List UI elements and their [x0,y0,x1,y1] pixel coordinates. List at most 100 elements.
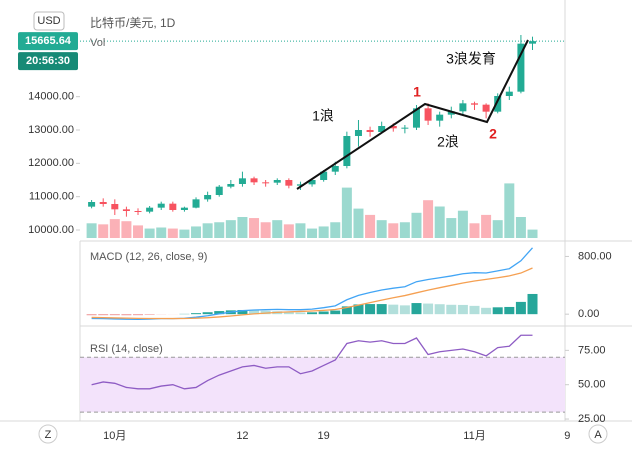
last-price-label: 15665.64 [25,35,72,47]
histogram-bar [133,314,144,316]
volume-bar [167,228,178,238]
histogram-bar [515,301,526,315]
candle-body [459,103,467,112]
candle-body [517,43,525,92]
candle-body [99,202,107,204]
candle-body [529,41,537,44]
wave-line [296,39,529,190]
currency[interactable]: USD [37,15,60,27]
volume-bar [330,222,341,238]
y-tick-label: 50.00 [578,379,606,391]
histogram-bar [98,314,109,316]
histogram-bar [295,312,306,315]
y-tick-label: 75.00 [578,344,606,356]
volume-bar [121,221,132,238]
volume-bar [365,214,376,238]
candle-body [204,195,212,200]
candle-body [134,211,142,212]
histogram-bar [457,304,468,315]
volume-bar [144,228,155,238]
panel-title: RSI (14, close) [90,343,163,355]
histogram-bar [330,310,341,315]
candle-body [436,114,444,121]
volume-bar [272,220,283,238]
candle-body [88,202,96,207]
candle-body [320,171,328,180]
y-tick-label: 800.00 [578,250,612,262]
volume-bar [295,223,306,238]
rsi-line [91,334,533,390]
candle-body [482,104,490,112]
panel-title: MACD (12, 26, close, 9) [90,251,207,263]
volume-bar [411,212,422,238]
footer-left[interactable]: Z [45,429,52,441]
volume-bar [98,224,109,238]
volume-bar [515,217,526,238]
x-tick-label: 9 [564,430,570,442]
volume-bar [109,219,120,238]
volume-bar [249,218,260,238]
volume-bar [481,214,492,238]
candle-body [250,178,258,183]
annotation: 1浪 [312,108,334,124]
volume-bar [202,223,213,238]
volume-bar [307,228,318,238]
volume-bar [260,222,271,238]
candle-body [424,108,432,121]
candle-body [238,178,246,184]
volume-bar [434,206,445,238]
currency-button[interactable] [33,11,65,31]
button[interactable] [38,424,58,444]
y-tick-label: 10000.00 [28,224,74,236]
histogram-bar [365,304,376,315]
button[interactable] [588,424,608,444]
histogram-bar [214,311,225,315]
candle-body [215,186,223,195]
volume-bar [353,208,364,238]
histogram-bar [341,306,352,315]
candle-body [180,207,188,210]
volume-bar [86,223,97,238]
histogram-bar [434,304,445,315]
candle-body [273,180,281,183]
annotation: 1 [413,84,421,100]
histogram-bar [121,314,132,316]
x-tick-label: 19 [318,430,330,442]
histogram-bar [399,305,410,315]
annotation: 3浪发育 [446,51,496,67]
histogram-bar [249,310,260,315]
histogram-bar [446,304,457,315]
histogram-bar [492,307,503,315]
candle-body [296,184,304,186]
candle-body [331,166,339,172]
volume-bar [341,187,352,238]
histogram-bar [318,311,329,315]
y-tick-label: 13000.00 [28,124,74,136]
candle-body [192,199,200,208]
candle-body [122,209,130,211]
histogram-bar [191,313,202,315]
candle-body [505,91,513,96]
macd-line [91,267,533,320]
footer-right[interactable]: A [594,429,602,441]
candle-body [285,180,293,186]
histogram-bar [307,312,318,315]
volume-bar [191,226,202,238]
histogram-bar [202,312,213,315]
candle-body [366,130,374,132]
y-tick-label: 14000.00 [28,91,74,103]
candle-body [262,182,270,184]
volume-bar [457,210,468,238]
candle-body [111,204,119,210]
volume-bar [214,222,225,238]
volume-bar [446,218,457,238]
candle-body [354,130,362,136]
x-tick-label: 11月 [463,430,485,442]
countdown-badge [18,52,78,71]
volume-bar [469,223,480,238]
histogram-bar [237,309,248,315]
y-tick-label: 0.00 [578,308,599,320]
volume-bar [283,224,294,238]
candle-body [157,203,165,208]
